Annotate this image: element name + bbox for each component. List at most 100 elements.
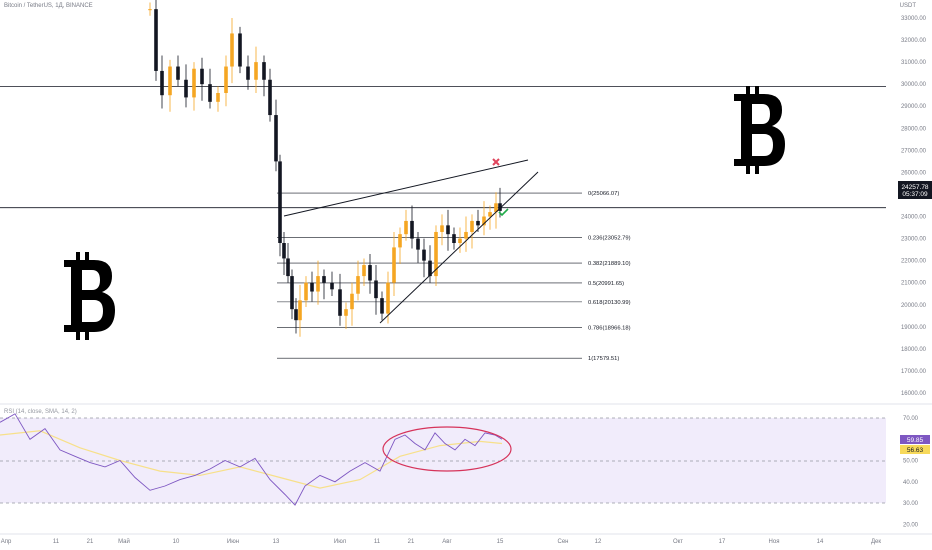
rsi-tick-label: 30.00 — [903, 501, 919, 507]
rsi-highlight-ellipse[interactable] — [382, 426, 512, 472]
price-tick-label: 33000.00 — [901, 16, 927, 22]
candle-body — [476, 220, 480, 226]
time-tick-label: Авг — [442, 539, 452, 545]
price-tick-label: 18000.00 — [901, 347, 927, 353]
rising-wedge[interactable] — [283, 159, 539, 324]
current-price-tag — [898, 181, 932, 199]
fib-level-label: 0.5(20991.65) — [588, 281, 624, 287]
time-tick-label: 17 — [719, 539, 726, 545]
wedge-upper-trendline[interactable] — [283, 159, 529, 217]
price-tick-label: 21000.00 — [901, 281, 927, 287]
candle-body — [310, 282, 314, 292]
price-tick-label: 20000.00 — [901, 303, 927, 309]
price-tick-label: 19000.00 — [901, 325, 927, 331]
candle-body — [294, 309, 298, 321]
price-tick-label: 32000.00 — [901, 38, 927, 44]
rsi-tick-label: 20.00 — [903, 522, 919, 528]
rsi-band — [0, 418, 886, 503]
time-tick-label: 14 — [817, 539, 824, 545]
candle-body — [316, 276, 320, 292]
candle-body — [446, 225, 450, 235]
candle-body — [434, 231, 438, 277]
price-tick-label: 23000.00 — [901, 237, 927, 243]
candle-body — [428, 260, 432, 277]
price-tick-label: 24000.00 — [901, 215, 927, 221]
rsi-indicator-title[interactable]: RSI (14, close, SMA, 14, 2) — [4, 409, 77, 415]
rsi-ma-value-tag — [900, 445, 930, 454]
bar-countdown-label: 05:37:09 — [902, 191, 928, 198]
time-tick-label: 21 — [408, 539, 415, 545]
fib-level-label: 0.786(18966.18) — [588, 326, 631, 332]
candle-body — [160, 70, 164, 96]
rsi-value-tag — [900, 435, 930, 444]
time-tick-label: Сен — [558, 539, 569, 545]
fib-level-label: 0.382(21889.10) — [588, 261, 631, 267]
candle-body — [304, 282, 308, 301]
candle-body — [192, 68, 196, 98]
horizontal-levels[interactable] — [0, 85, 886, 209]
candle-body — [238, 33, 242, 67]
candle-body — [464, 231, 468, 239]
candle-body — [356, 276, 360, 294]
price-tick-label: 17000.00 — [901, 369, 927, 375]
time-tick-label: Май — [118, 538, 130, 545]
candle-body — [254, 62, 258, 80]
symbol-title[interactable]: Bitcoin / TetherUS, 1Д, BINANCE — [4, 3, 93, 9]
currency-label: USDT — [899, 3, 916, 9]
candle-body — [344, 309, 348, 316]
candle-body — [374, 280, 378, 299]
candle-body — [404, 220, 408, 235]
time-axis[interactable]: Апр 11 21 Май 10 Июн 13 Июл 11 21 Авг 15 Сен 12 Окт 17 Н… — [1, 538, 882, 545]
wedge-lower-trendline[interactable] — [379, 171, 539, 324]
candle-body — [458, 238, 462, 243]
candle-body — [230, 33, 234, 67]
rsi-tick-label: 40.00 — [903, 480, 919, 486]
time-tick-label: 10 — [173, 539, 180, 545]
fib-level-label: 0(25066.07) — [588, 191, 619, 197]
fibonacci-retracement[interactable]: 0(25066.07) 0.236(23052.79) 0.382(21889.10… — [277, 191, 631, 362]
candle-body — [422, 249, 426, 261]
price-tick-label: 30000.00 — [901, 82, 927, 88]
candle-body — [392, 247, 396, 283]
fib-level-label: 0.236(23052.79) — [588, 235, 631, 241]
candle-body — [262, 62, 266, 80]
price-tick-label: 27000.00 — [901, 148, 927, 154]
candle-body — [494, 203, 498, 213]
candle-body — [148, 9, 152, 11]
price-tick-label: 28000.00 — [901, 126, 927, 132]
fib-level-label: 1(17579.51) — [588, 356, 619, 362]
time-tick-label: 11 — [53, 539, 60, 545]
time-tick-label: 11 — [374, 539, 381, 545]
time-tick-label: 15 — [497, 539, 504, 545]
rsi-tick-label: 50.00 — [903, 459, 919, 465]
candle-body — [440, 225, 444, 232]
check-icon — [498, 208, 509, 217]
current-price-label: 24257.78 — [901, 184, 928, 191]
candle-body — [368, 265, 372, 281]
bitcoin-logo-icon — [64, 252, 115, 340]
candle-body — [398, 234, 402, 248]
time-tick-label: 13 — [273, 539, 280, 545]
candle-body — [410, 220, 414, 239]
time-tick-label: Окт — [673, 539, 683, 545]
candle-body — [278, 161, 282, 243]
fib-level-label: 0.618(20130.99) — [588, 300, 631, 306]
candle-body — [380, 298, 384, 314]
price-tick-label: 31000.00 — [901, 60, 927, 66]
candle-body — [416, 238, 420, 250]
candle-body — [482, 216, 486, 226]
candle-body — [298, 300, 302, 321]
candle-body — [322, 276, 326, 283]
candle-body — [470, 220, 474, 232]
candle-body — [290, 276, 294, 310]
candle-body — [184, 79, 188, 98]
candlestick-series — [148, 0, 502, 337]
time-tick-label: Июн — [227, 539, 239, 545]
price-tick-label: 29000.00 — [901, 104, 927, 110]
price-axis[interactable]: 33000.00 32000.00 31000.00 30000.00 29000.00… — [901, 16, 927, 397]
candle-body — [216, 93, 220, 102]
time-tick-label: Дек — [871, 539, 881, 545]
candle-body — [282, 243, 286, 259]
